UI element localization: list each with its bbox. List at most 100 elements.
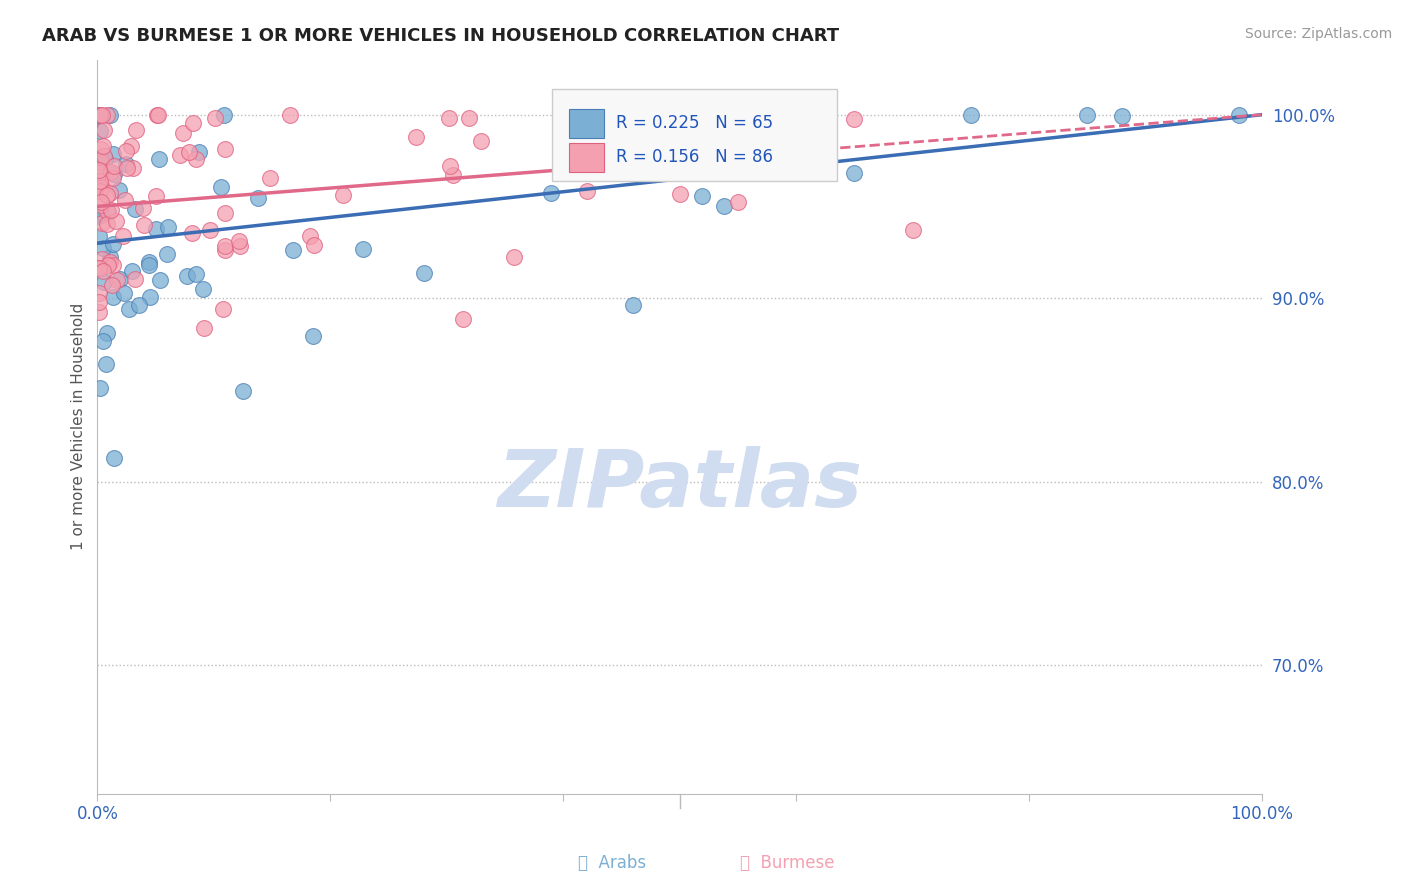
Point (89, 108, 111, 122)
FancyBboxPatch shape (569, 143, 605, 172)
Point (259, 170, 281, 185)
Point (87, 151, 110, 165)
Point (503, 250, 526, 264)
Point (91, 252, 114, 266)
Point (90, 261, 112, 276)
Point (90, 179, 112, 194)
Point (844, 112, 866, 126)
Point (87, 305, 110, 319)
Point (112, 286, 135, 301)
Point (89, 174, 111, 188)
Point (124, 202, 146, 217)
Point (124, 271, 146, 285)
Point (690, 189, 713, 203)
Point (148, 153, 170, 167)
Point (90, 155, 112, 169)
Point (94, 153, 117, 167)
Point (727, 194, 749, 209)
Text: R = 0.156   N = 86: R = 0.156 N = 86 (616, 148, 773, 166)
Point (212, 108, 235, 122)
Point (204, 111, 226, 125)
Point (87, 108, 110, 122)
Point (91, 216, 114, 230)
Point (97, 258, 120, 272)
Point (214, 244, 236, 258)
Text: ⬜  Burmese: ⬜ Burmese (740, 854, 835, 871)
Point (214, 239, 236, 253)
Point (115, 161, 138, 176)
Point (96, 108, 118, 122)
Point (232, 384, 254, 399)
Point (184, 152, 207, 166)
Point (101, 237, 124, 252)
Point (93, 241, 115, 255)
Y-axis label: 1 or more Vehicles in Household: 1 or more Vehicles in Household (72, 303, 86, 550)
Point (87, 163, 110, 178)
Point (100, 203, 122, 218)
Point (132, 201, 155, 215)
Point (193, 321, 215, 335)
FancyBboxPatch shape (569, 109, 605, 138)
Point (145, 222, 167, 236)
Point (98, 186, 121, 201)
Point (451, 311, 474, 326)
Point (177, 145, 200, 159)
Point (90, 168, 112, 182)
Point (122, 161, 145, 175)
Point (621, 298, 644, 312)
Point (90, 165, 112, 179)
Point (96, 326, 118, 341)
Point (575, 184, 598, 198)
Point (281, 243, 304, 257)
Point (146, 108, 169, 122)
Point (193, 282, 215, 296)
Point (97, 205, 120, 219)
Point (111, 228, 134, 243)
Point (101, 258, 124, 272)
Point (93, 275, 115, 289)
Point (93, 334, 115, 349)
Point (105, 272, 128, 286)
Point (87, 209, 110, 223)
Point (87, 228, 110, 243)
Point (103, 167, 125, 181)
Point (89, 207, 111, 221)
Text: ARAB VS BURMESE 1 OR MORE VEHICLES IN HOUSEHOLD CORRELATION CHART: ARAB VS BURMESE 1 OR MORE VEHICLES IN HO… (42, 27, 839, 45)
Point (87, 261, 110, 276)
Point (156, 246, 179, 260)
Point (90, 155, 112, 169)
Point (198, 223, 221, 237)
Point (115, 157, 138, 171)
Point (183, 116, 205, 130)
Point (114, 193, 136, 207)
Point (304, 237, 326, 252)
Point (101, 277, 124, 292)
Point (96, 217, 118, 231)
Point (352, 242, 374, 256)
Point (120, 139, 142, 153)
Point (93, 123, 115, 137)
Point (176, 268, 198, 283)
Point (101, 171, 124, 186)
Point (405, 130, 427, 145)
Point (172, 126, 194, 140)
Point (844, 166, 866, 180)
Point (96, 188, 118, 202)
Point (94, 357, 117, 371)
Point (96, 204, 118, 219)
Point (540, 186, 562, 200)
Point (1111, 109, 1133, 123)
Point (117, 301, 139, 316)
Point (138, 255, 160, 269)
Text: R = 0.225   N = 65: R = 0.225 N = 65 (616, 114, 773, 133)
Point (229, 239, 252, 253)
Point (145, 108, 167, 122)
Point (89, 124, 111, 138)
Point (98, 108, 121, 122)
Point (115, 145, 138, 159)
Point (439, 159, 461, 173)
Point (713, 199, 735, 213)
Point (91, 139, 114, 153)
Point (214, 206, 236, 220)
Point (228, 234, 250, 248)
